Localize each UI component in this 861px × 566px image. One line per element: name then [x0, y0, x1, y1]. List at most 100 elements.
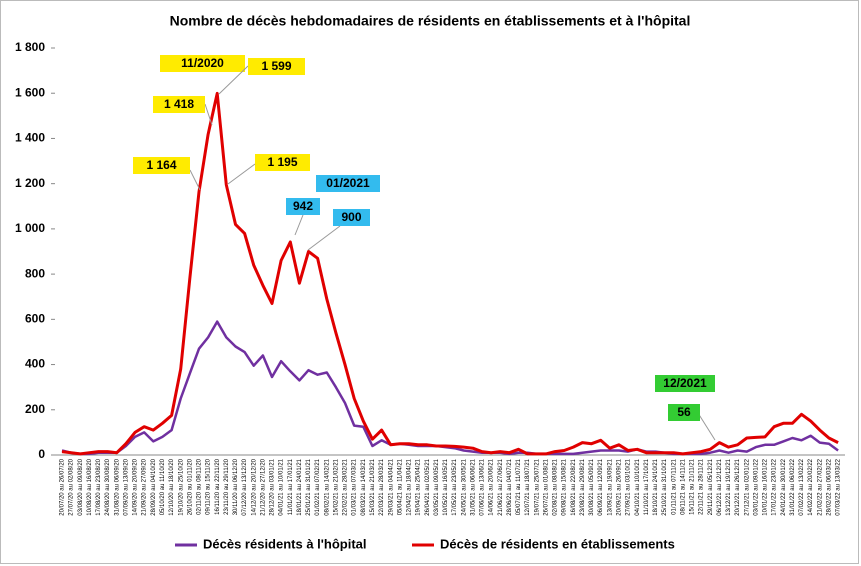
y-tick-label: 1 800 [15, 40, 45, 54]
x-tick-label: 05/04/21 au 11/04/21 [397, 458, 403, 515]
x-tick-label: 28/02/22 au 06/03/22 [826, 458, 832, 515]
x-tick-label: 12/07/21 au 18/07/21 [525, 458, 531, 515]
x-tick-label: 08/02/21 au 14/02/21 [324, 458, 330, 515]
x-tick-label: 25/01/21 au 31/01/21 [306, 458, 312, 515]
y-tick-label: 800 [25, 266, 45, 280]
x-tick-label: 20/12/21 au 26/12/21 [735, 458, 741, 515]
annotation-box [153, 96, 205, 113]
x-tick-label: 28/09/20 au 04/10/20 [151, 458, 157, 515]
x-tick-label: 18/01/21 au 24/01/21 [297, 458, 303, 515]
x-tick-label: 20/09/21 au 26/09/21 [617, 458, 623, 515]
x-tick-label: 19/10/20 au 25/10/20 [178, 458, 184, 515]
x-tick-label: 09/08/21 au 15/08/21 [562, 458, 568, 515]
annotation-label: 1 599 [261, 59, 291, 73]
x-tick-label: 26/04/21 au 02/05/21 [425, 458, 431, 515]
annotation-box [160, 55, 245, 72]
x-tick-label: 03/05/21 au 09/05/21 [434, 458, 440, 515]
x-tick-label: 22/02/21 au 28/02/21 [343, 458, 349, 515]
x-tick-label: 12/04/21 au 18/04/21 [407, 458, 413, 515]
x-tick-label: 02/08/21 au 08/08/21 [553, 458, 559, 515]
x-tick-label: 15/03/21 au 21/03/21 [370, 458, 376, 515]
x-tick-label: 01/02/21 au 07/02/21 [315, 458, 321, 515]
y-tick-label: 1 400 [15, 131, 45, 145]
x-tick-label: 24/05/21 au 30/05/21 [461, 458, 467, 515]
x-tick-label: 07/06/21 au 13/06/21 [480, 458, 486, 515]
annotation-label: 11/2020 [181, 56, 224, 70]
x-tick-label: 20/07/20 au 26/07/20 [60, 458, 66, 515]
y-tick-label: 1 600 [15, 85, 45, 99]
x-tick-label: 17/05/21 au 23/05/21 [452, 458, 458, 515]
x-tick-label: 13/09/21 au 19/09/21 [607, 458, 613, 515]
annotation-leader [218, 65, 249, 95]
x-tick-label: 31/01/22 au 06/02/22 [790, 458, 796, 515]
x-tick-label: 26/07/21 au 01/08/21 [543, 458, 549, 515]
x-tick-label: 11/10/21 au 17/10/21 [644, 458, 650, 515]
legend-label: Décès de résidents en établissements [440, 536, 675, 551]
x-tick-label: 14/06/21 au 20/06/21 [489, 458, 495, 515]
annotation-box [333, 209, 370, 226]
x-tick-label: 14/02/22 au 20/02/22 [808, 458, 814, 515]
x-tick-label: 25/10/21 au 31/10/21 [662, 458, 668, 515]
annotation-label: 942 [293, 199, 313, 213]
x-tick-label: 10/05/21 au 16/05/21 [443, 458, 449, 515]
annotation-label: 12/2021 [663, 376, 707, 390]
x-tick-label: 10/01/22 au 16/01/22 [763, 458, 769, 515]
x-tick-label: 04/10/21 au 10/10/21 [635, 458, 641, 515]
x-tick-label: 07/03/22 au 13/03/22 [836, 458, 842, 515]
legend-label: Décès résidents à l'hôpital [203, 536, 366, 551]
series-line [61, 91, 839, 456]
chart-title: Nombre de décès hebdomadaires de résiden… [170, 13, 691, 29]
x-tick-label: 06/09/21 au 12/09/21 [598, 458, 604, 515]
x-tick-label: 16/11/20 au 22/11/20 [215, 458, 221, 514]
x-tick-label: 27/09/21 au 03/10/21 [626, 458, 632, 515]
x-tick-label: 12/10/20 au 18/10/20 [169, 458, 175, 515]
annotation-box [133, 157, 190, 174]
x-tick-label: 05/10/20 au 11/10/20 [160, 458, 166, 515]
y-tick-label: 1 000 [15, 221, 45, 235]
x-tick-label: 22/03/21 au 28/03/21 [379, 458, 385, 515]
x-tick-label: 07/09/20 au 13/09/20 [123, 458, 129, 515]
y-tick-label: 400 [25, 357, 45, 371]
annotation-leader [204, 103, 213, 126]
annotation-box [286, 198, 320, 215]
x-tick-label: 24/01/22 au 30/01/22 [781, 458, 787, 515]
x-tick-label: 21/06/21 au 27/06/21 [498, 458, 504, 515]
x-tick-label: 18/10/21 au 24/10/21 [653, 458, 659, 515]
x-tick-label: 03/01/22 au 09/01/22 [753, 458, 759, 515]
annotation-box [316, 175, 380, 192]
x-tick-label: 10/08/20 au 16/08/20 [87, 458, 93, 515]
x-tick-label: 29/03/21 au 04/04/21 [388, 458, 394, 515]
x-tick-label: 30/08/21 au 05/09/21 [589, 458, 595, 515]
annotation-label: 1 418 [164, 97, 194, 111]
annotation-label: 56 [677, 405, 691, 419]
x-tick-label: 31/08/20 au 06/09/20 [114, 458, 120, 515]
x-tick-label: 28/06/21 au 04/07/21 [507, 458, 513, 515]
annotation-label: 900 [341, 210, 361, 224]
x-tick-label: 27/07/20 au 02/08/20 [69, 458, 75, 515]
x-tick-label: 27/12/21 au 02/01/22 [744, 458, 750, 515]
x-tick-label: 23/11/20 au 29/11/20 [224, 458, 230, 514]
x-tick-label: 21/12/20 au 27/12/20 [260, 458, 266, 515]
annotation-box [668, 404, 700, 421]
x-tick-label: 30/11/20 au 06/12/20 [233, 458, 239, 515]
x-tick-label: 04/01/21 au 10/01/21 [279, 458, 285, 515]
x-tick-label: 22/11/21 au 28/11/21 [699, 458, 705, 514]
x-tick-label: 24/08/20 au 30/08/20 [105, 458, 111, 515]
x-tick-label: 11/01/21 au 17/01/21 [288, 458, 294, 515]
y-tick-label: 600 [25, 312, 45, 326]
x-tick-label: 17/01/22 au 23/01/22 [772, 458, 778, 515]
x-tick-label: 01/03/21 au 07/03/21 [352, 458, 358, 515]
annotation-box [255, 154, 310, 171]
x-tick-label: 01/11/21 au 07/11/21 [671, 458, 677, 514]
x-tick-label: 15/02/21 au 21/02/21 [333, 458, 339, 515]
x-tick-label: 03/08/20 au 09/08/20 [78, 458, 84, 515]
x-tick-label: 13/12/21 au 19/12/21 [726, 458, 732, 515]
annotation-box [655, 375, 715, 392]
x-tick-label: 31/05/21 au 06/06/21 [470, 458, 476, 515]
annotation-label: 1 164 [146, 158, 176, 172]
y-tick-label: 0 [38, 447, 45, 461]
x-tick-label: 09/11/20 au 15/11/20 [206, 458, 212, 514]
x-tick-label: 17/08/20 au 23/08/20 [96, 458, 102, 515]
x-tick-label: 19/04/21 au 25/04/21 [416, 458, 422, 515]
